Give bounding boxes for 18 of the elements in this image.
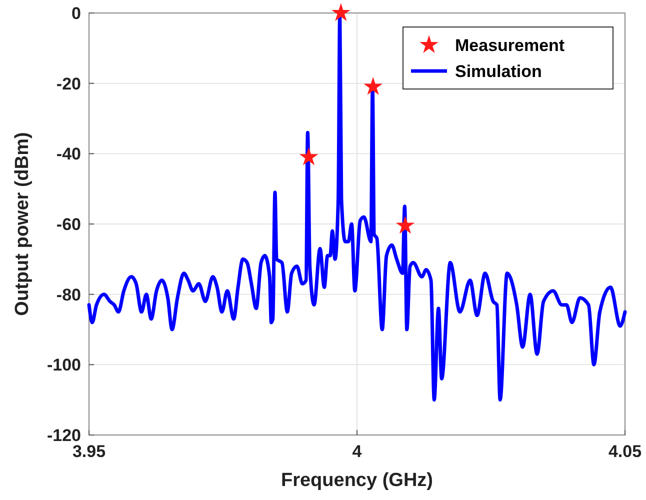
y-tick-label: -40 — [56, 144, 81, 164]
y-tick-label: -60 — [56, 214, 81, 234]
point — [364, 76, 382, 95]
x-tick-label: 3.95 — [72, 442, 106, 461]
x-tick-label: 4 — [352, 442, 362, 461]
y-tick-label: -80 — [56, 285, 81, 304]
point — [332, 3, 350, 22]
y-tick-label: -120 — [46, 426, 81, 445]
legend-label: Measurement — [455, 36, 565, 55]
x-tick-label: 4.05 — [608, 442, 642, 461]
point — [299, 147, 318, 166]
y-tick-label: -20 — [56, 74, 81, 94]
x-axis-title: Frequency (GHz) — [280, 470, 434, 491]
legend-label: Simulation — [455, 62, 542, 81]
y-tick-label: 0 — [72, 4, 81, 23]
y-axis-title: Output power (dBm) — [12, 132, 33, 316]
point — [396, 216, 415, 234]
y-tick-label: -100 — [46, 356, 81, 375]
